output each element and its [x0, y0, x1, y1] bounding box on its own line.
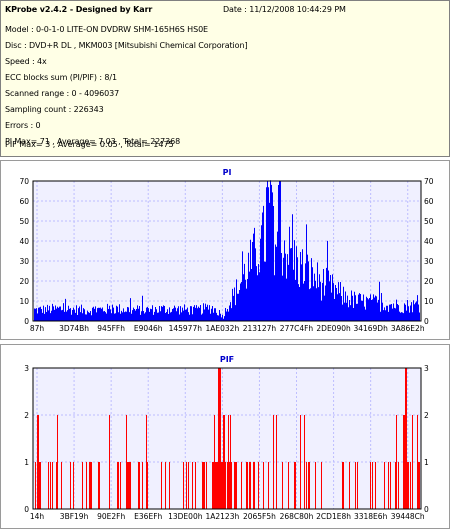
y-tick-label-right: 0 [424, 505, 429, 514]
plot-area [32, 180, 422, 322]
x-tick-label: 90E2Fh [97, 512, 125, 521]
x-tick-label: 1A2123h [205, 512, 239, 521]
y-tick-label-right: 60 [424, 197, 434, 206]
x-tick-label: 2065F5h [243, 512, 276, 521]
errors-line: Errors : 0 [5, 121, 41, 130]
x-tick-label: 3D74Bh [59, 324, 89, 333]
disc-line: Disc : DVD+R DL , MKM003 [Mitsubishi Che… [5, 41, 248, 50]
pi-summary-line: PI Max= 71 , Average= 7.03 , Total= 2273… [5, 137, 181, 146]
y-tick-label-left: 0 [24, 317, 29, 326]
app-title: KProbe v2.4.2 - Designed by Karr [5, 5, 153, 14]
chart-title: PIF [220, 355, 234, 364]
x-tick-label: 213127h [243, 324, 277, 333]
plot-frame [32, 180, 422, 322]
scan-date: Date : 11/12/2008 10:44:29 PM [223, 5, 346, 14]
x-tick-label: 13DE00h [168, 512, 203, 521]
y-tick-label-right: 1 [424, 458, 429, 467]
y-tick-label-left: 60 [19, 197, 29, 206]
y-tick-label-right: 40 [424, 237, 434, 246]
disc-info-panel: KProbe v2.4.2 - Designed by Karr Date : … [0, 0, 450, 157]
y-tick-label-left: 1 [24, 458, 29, 467]
y-tick-label-left: 30 [19, 257, 29, 266]
plot-frame [32, 367, 422, 510]
x-tick-label: 268C80h [280, 512, 314, 521]
x-tick-label: 3A86E2h [391, 324, 425, 333]
x-tick-label: 39448Ch [391, 512, 425, 521]
x-tick-label: 14h [30, 512, 45, 521]
speed-line: Speed : 4x [5, 57, 47, 66]
x-tick-label: 2DE090h [316, 324, 351, 333]
y-tick-label-left: 3 [24, 364, 29, 373]
y-tick-label-right: 20 [424, 277, 434, 286]
x-tick-label: 277C4Fh [280, 324, 314, 333]
chart-title: PI [223, 168, 232, 177]
y-tick-label-right: 0 [424, 317, 429, 326]
y-tick-label-left: 50 [19, 217, 29, 226]
y-tick-label-right: 70 [424, 177, 434, 186]
model-line: Model : 0-0-1-0 LITE-ON DVDRW SHM-165H6S… [5, 25, 209, 34]
x-tick-label: 2CD1E8h [316, 512, 351, 521]
x-tick-label: 3318E6h [354, 512, 388, 521]
range-line: Scanned range : 0 - 4096037 [5, 89, 120, 98]
y-tick-label-right: 10 [424, 297, 434, 306]
pi-chart-panel: PI 0 0 10 10 20 20 30 30 40 40 50 50 60 60 70 70 87h 3D74B… [0, 160, 450, 340]
x-tick-label: 87h [30, 324, 45, 333]
pif-chart-panel: PIF 0 0 1 1 2 2 3 3 14h 3BF19h 90E2Fh E36EFh 13DE00h 1… [0, 344, 450, 529]
ecc-line: ECC blocks sum (PI/PIF) : 8/1 [5, 73, 117, 82]
x-tick-label: 34169Dh [353, 324, 388, 333]
y-tick-label-left: 0 [24, 505, 29, 514]
y-tick-label-left: 70 [19, 177, 29, 186]
y-tick-label-left: 20 [19, 277, 29, 286]
x-tick-label: 1AE032h [206, 324, 240, 333]
x-tick-label: 3BF19h [60, 512, 89, 521]
pi-chart: PI 0 0 10 10 20 20 30 30 40 40 50 50 60 60 70 70 87h 3D74B… [19, 168, 434, 333]
y-tick-label-right: 3 [424, 364, 429, 373]
pif-summary-line: PIF Max= 3 , Average= 0.05 , Total= 1475 [5, 140, 174, 149]
y-tick-label-left: 10 [19, 297, 29, 306]
sampling-line: Sampling count : 226343 [5, 105, 104, 114]
x-tick-label: E9046h [134, 324, 163, 333]
y-tick-label-left: 40 [19, 237, 29, 246]
x-tick-label: 945FFh [97, 324, 125, 333]
y-tick-label-right: 50 [424, 217, 434, 226]
y-tick-label-right: 30 [424, 257, 434, 266]
pif-chart: PIF 0 0 1 1 2 2 3 3 14h 3BF19h 90E2Fh E36EFh 13DE00h 1… [24, 355, 429, 521]
x-tick-label: E36EFh [134, 512, 162, 521]
y-tick-label-left: 2 [24, 411, 29, 420]
y-tick-label-right: 2 [424, 411, 429, 420]
x-tick-label: 145977h [169, 324, 203, 333]
